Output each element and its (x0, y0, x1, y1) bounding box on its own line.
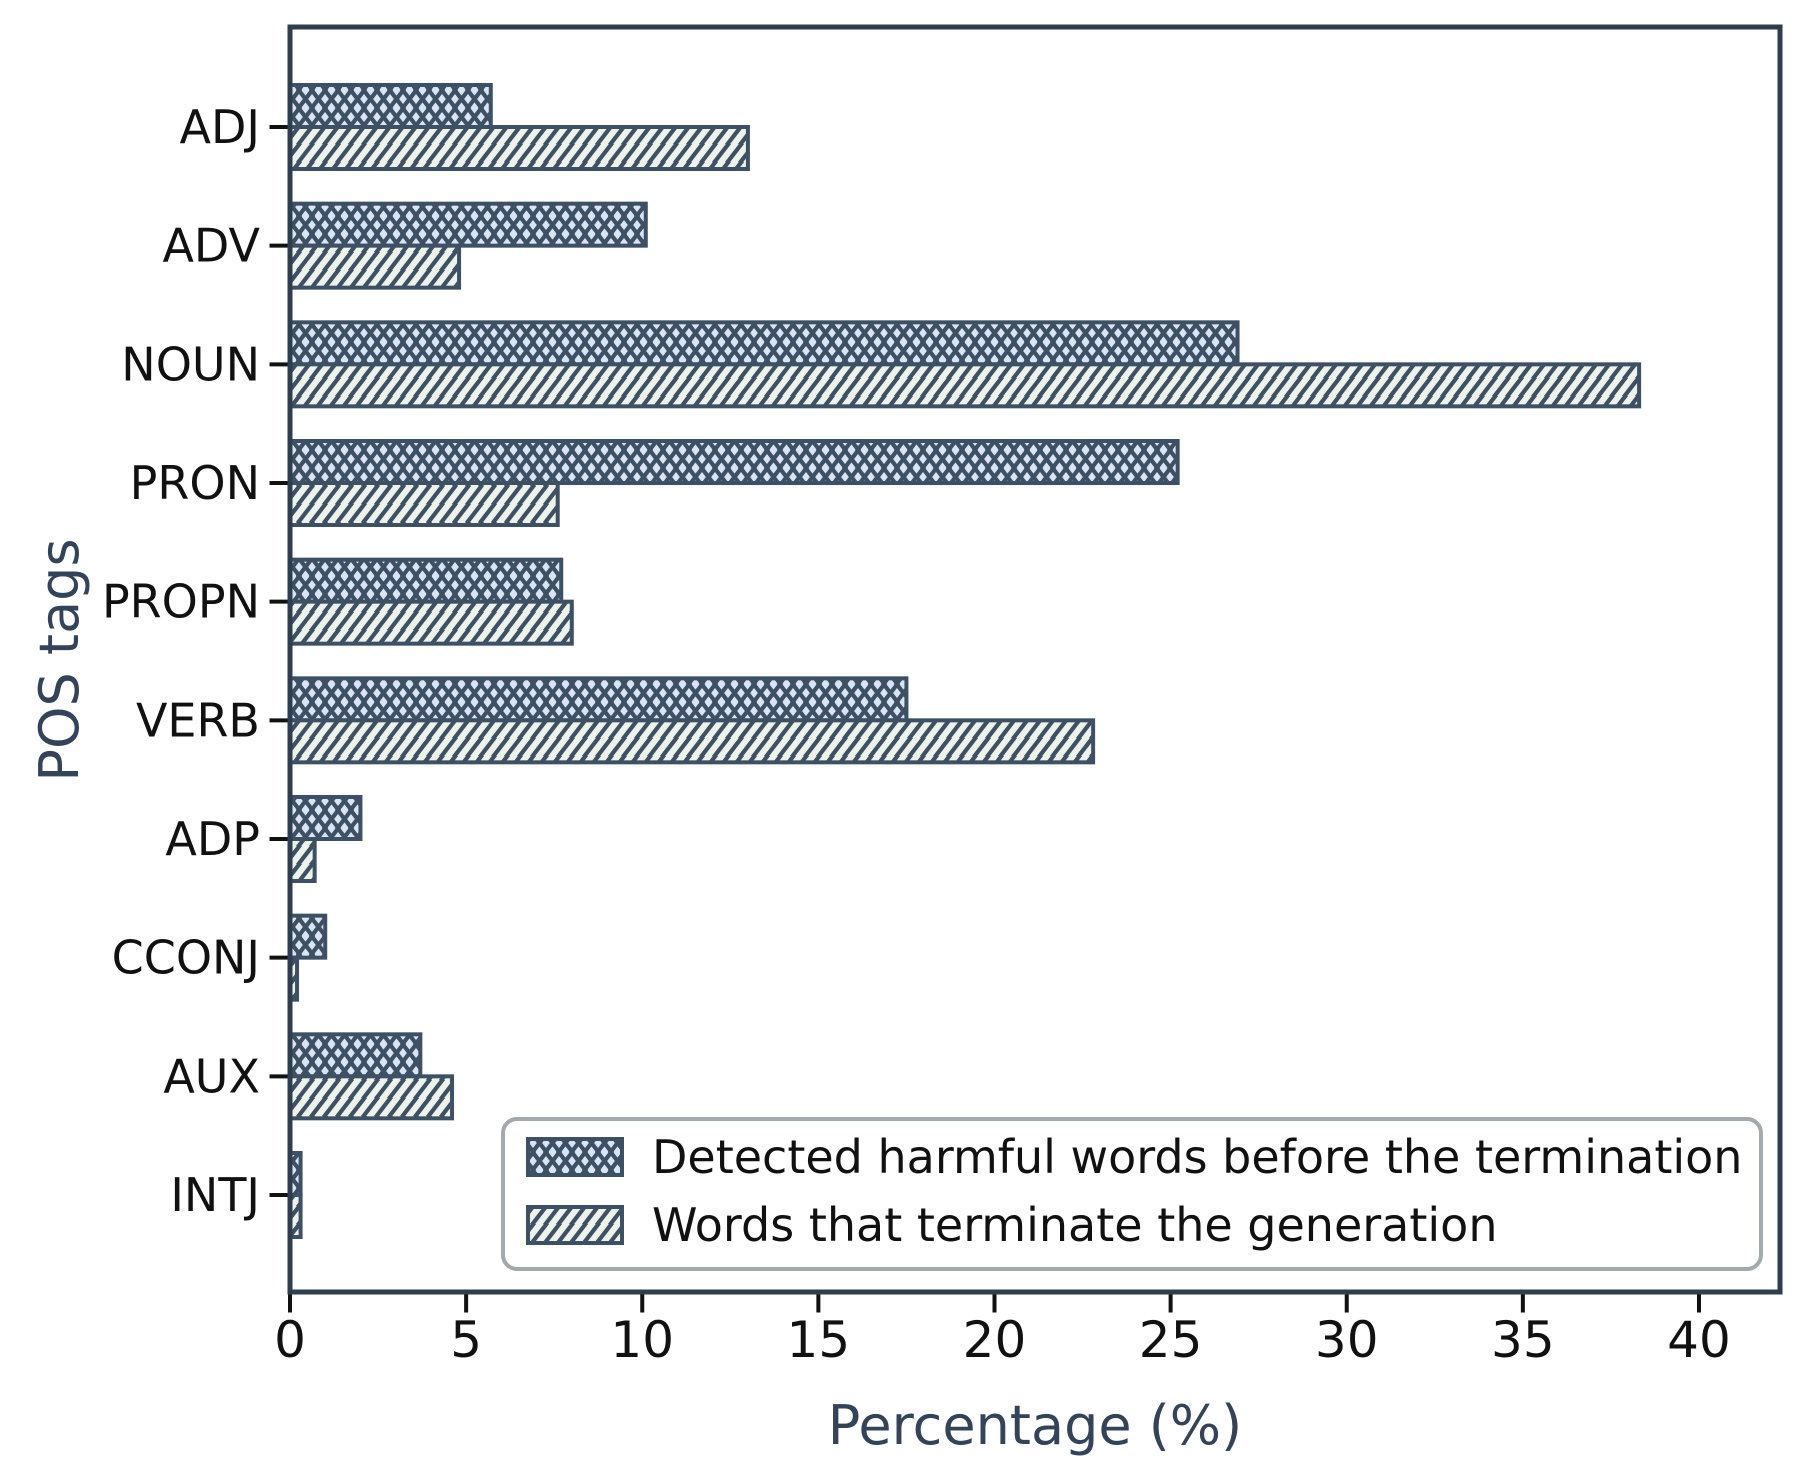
y-tick-label-verb: VERB (136, 693, 260, 747)
bar-adj-series1 (288, 83, 493, 129)
y-tick-label-propn: PROPN (102, 575, 260, 629)
x-tick-label-20: 20 (963, 1311, 1027, 1369)
y-tick-label-noun: NOUN (121, 337, 260, 391)
legend-box (501, 1117, 1763, 1271)
bar-pron-series1 (288, 439, 1180, 485)
legend-swatch-series2 (526, 1205, 624, 1245)
bar-adp-series2 (288, 837, 317, 883)
x-tick-label-10: 10 (610, 1311, 674, 1369)
bar-noun-series1 (288, 320, 1240, 367)
bar-propn-series1 (288, 557, 564, 604)
x-axis-title: Percentage (%) (828, 1394, 1242, 1457)
bar-aux-series2 (288, 1074, 455, 1121)
axes-layer: 0 5 10 15 20 25 30 35 40 ADJ ADV NOUN PRON PROPN VERB A… (102, 24, 1783, 1369)
bar-propn-series2 (288, 599, 574, 646)
y-tick-label-intj: INTJ (170, 1168, 260, 1222)
bar-cconj-series1 (288, 913, 328, 960)
bar-adv-series1 (288, 201, 648, 248)
legend-swatch-series1 (526, 1137, 624, 1177)
x-tick-label-15: 15 (787, 1311, 851, 1369)
bar-verb-series1 (288, 676, 909, 723)
y-tick-label-pron: PRON (130, 456, 260, 510)
x-tick-label-30: 30 (1315, 1311, 1379, 1369)
bar-pron-series2 (288, 481, 560, 527)
bars-layer (288, 83, 1642, 1239)
y-axis-title: POS tags (28, 538, 91, 781)
x-tick-label-5: 5 (450, 1311, 482, 1369)
bar-noun-series2 (288, 362, 1642, 409)
y-tick-label-aux: AUX (163, 1049, 260, 1103)
bar-adv-series2 (288, 243, 462, 290)
y-tick-label-adv: ADV (162, 219, 260, 273)
bar-adp-series1 (288, 795, 363, 841)
x-tick-label-35: 35 (1491, 1311, 1555, 1369)
y-tick-label-adj: ADJ (180, 100, 260, 154)
legend-label-series1: Detected harmful words before the termin… (652, 1130, 1742, 1184)
bar-aux-series1 (288, 1032, 423, 1079)
plot-border (287, 24, 1783, 1295)
legend-label-series2: Words that terminate the generation (652, 1198, 1497, 1252)
x-tick-label-0: 0 (274, 1311, 306, 1369)
bar-adj-series2 (288, 125, 750, 171)
legend: Detected harmful words before the termin… (501, 1117, 1763, 1271)
x-tick-label-25: 25 (1139, 1311, 1203, 1369)
bar-verb-series2 (288, 718, 1096, 765)
y-tick-label-cconj: CCONJ (112, 931, 260, 985)
x-tick-label-40: 40 (1667, 1311, 1731, 1369)
y-tick-label-adp: ADP (165, 812, 260, 866)
